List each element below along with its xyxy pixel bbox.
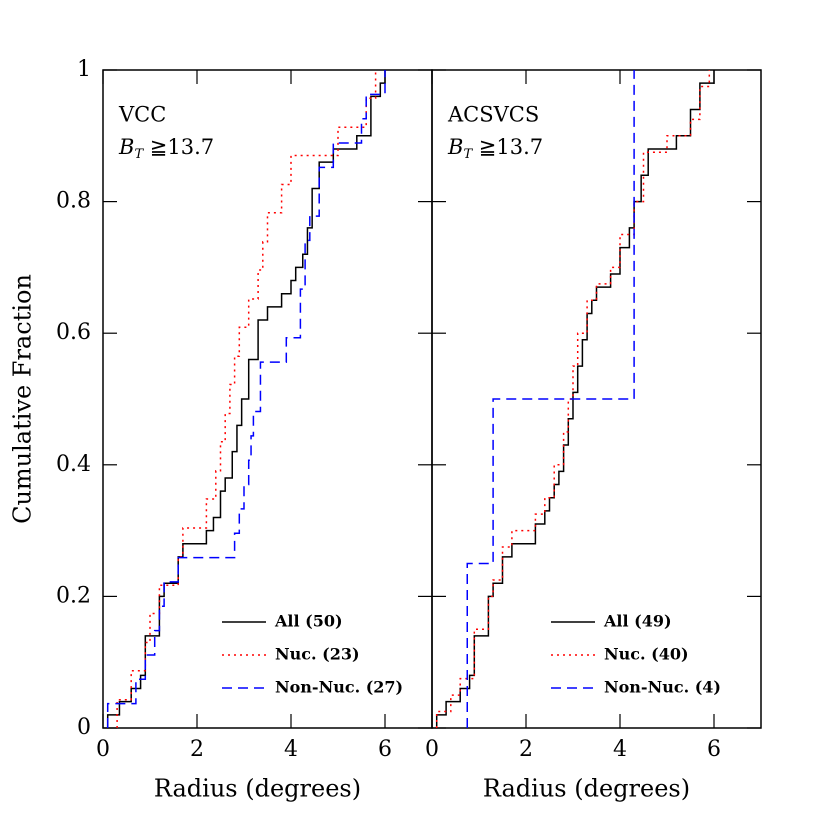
plot-frame xyxy=(431,69,762,729)
legend-label: All (50) xyxy=(274,612,343,631)
x-tick-label: 2 xyxy=(519,737,533,762)
y-tick-label: 0 xyxy=(77,715,91,740)
step-line xyxy=(435,70,711,728)
step-line xyxy=(466,70,635,728)
y-axis-label: Cumulative Fraction xyxy=(9,274,37,524)
x-axis-label: Radius (degrees) xyxy=(154,775,361,803)
legend-label: Nuc. (23) xyxy=(275,645,360,664)
step-line xyxy=(106,70,386,728)
panel-label: ACSVCS xyxy=(447,103,539,127)
x-tick-label: 4 xyxy=(613,737,627,762)
panel-label: VCC xyxy=(118,103,166,127)
legend-label: Nuc. (40) xyxy=(604,645,689,664)
subtitle-base: B xyxy=(118,135,134,159)
x-tick-label: 0 xyxy=(425,737,439,762)
x-tick-label: 2 xyxy=(190,737,204,762)
step-line xyxy=(106,70,386,728)
subtitle-rest: ≧13.7 xyxy=(143,135,214,159)
subtitle-rest: ≧13.7 xyxy=(472,135,543,159)
y-tick-label: 0.2 xyxy=(56,583,91,608)
x-tick-label: 6 xyxy=(378,737,392,762)
y-tick-label: 1 xyxy=(77,57,91,82)
y-tick-label: 0.4 xyxy=(56,452,91,477)
subtitle-sub: T xyxy=(134,147,144,162)
panel-subtitle: BT ≧13.7 xyxy=(447,135,543,162)
x-tick-label: 6 xyxy=(707,737,721,762)
x-tick-label: 4 xyxy=(284,737,298,762)
panel-subtitle: BT ≧13.7 xyxy=(118,135,214,162)
y-tick-label: 0.6 xyxy=(56,320,91,345)
plot-frame xyxy=(102,69,433,729)
y-tick-label: 0.8 xyxy=(56,189,91,214)
legend-label: Non-Nuc. (27) xyxy=(275,678,403,697)
x-tick-label: 0 xyxy=(96,737,110,762)
legend-label: All (49) xyxy=(603,612,672,631)
x-axis-label: Radius (degrees) xyxy=(483,775,690,803)
subtitle-base: B xyxy=(447,135,463,159)
legend-label: Non-Nuc. (4) xyxy=(604,678,721,697)
subtitle-sub: T xyxy=(463,147,473,162)
